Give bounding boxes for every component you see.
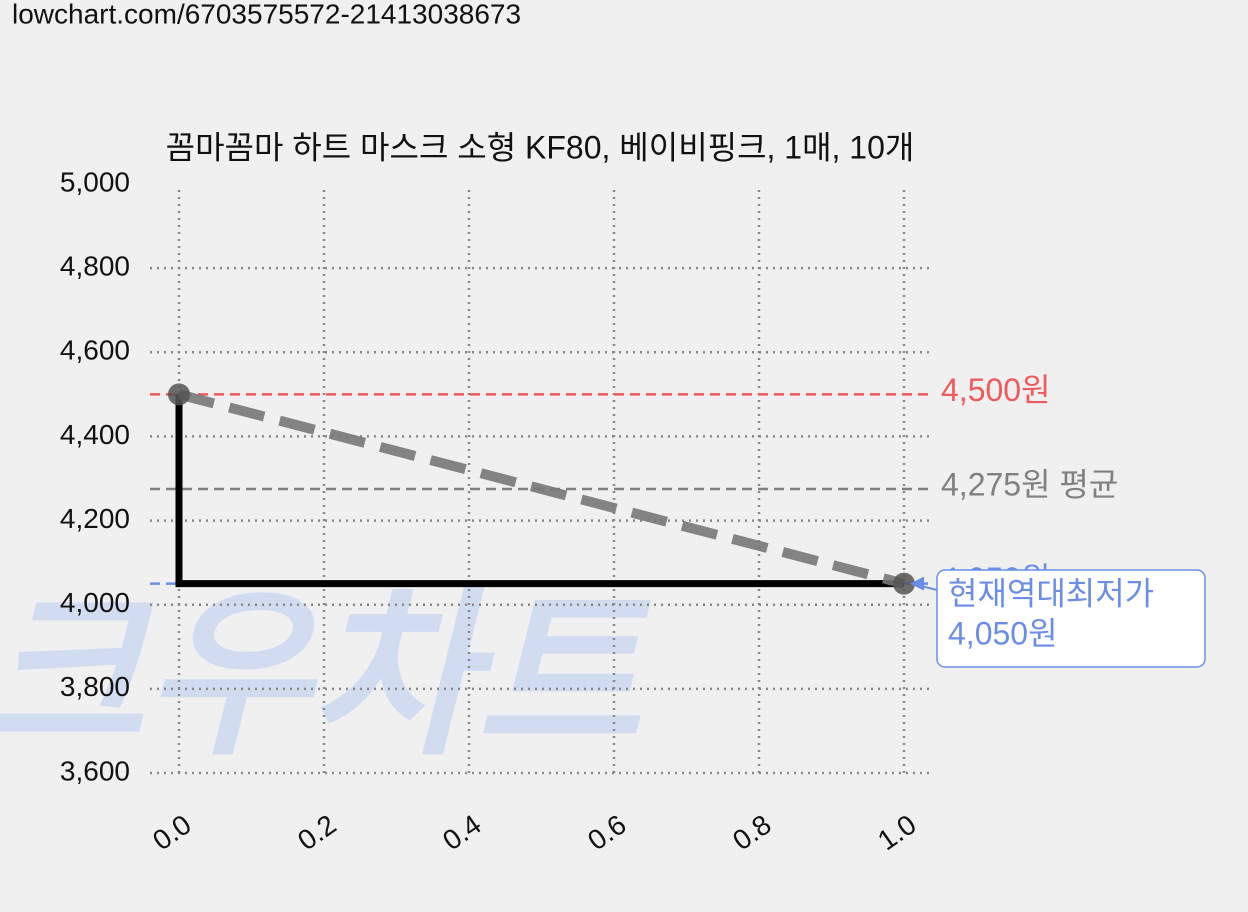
reference-label: 4,500원	[941, 372, 1051, 408]
x-tick-label: 1.0	[872, 809, 922, 857]
y-tick-label: 3,600	[60, 755, 130, 786]
x-tick-label: 0.6	[582, 809, 632, 857]
url: lowchart.com/6703575572-21413038673	[12, 0, 521, 29]
point	[168, 383, 190, 406]
point	[893, 572, 915, 595]
x-tick-label: 0.4	[437, 809, 487, 857]
series-line	[175, 394, 904, 588]
y-tick-label: 4,600	[60, 335, 130, 366]
annotation-arrowhead	[910, 576, 924, 591]
watermark: 크우차트	[0, 576, 652, 777]
y-tick-label: 4,400	[60, 419, 130, 450]
annotation-text: 현재역대최저가	[948, 575, 1154, 611]
annotation-text: 4,050원	[948, 615, 1058, 651]
chart-title: 꼼마꼼마 하트 마스크 소형 KF80, 베이비핑크, 1매, 10개	[166, 129, 915, 165]
x-tick-label: 0.8	[727, 809, 777, 857]
y-tick-label: 3,800	[60, 671, 130, 702]
y-tick-label: 4,200	[60, 503, 130, 534]
reference-label: 4,275원 평균	[941, 466, 1118, 502]
x-tick-label: 0.2	[292, 809, 342, 857]
annotation-box	[936, 569, 1206, 668]
y-tick-label: 4,000	[60, 587, 130, 618]
x-tick-label: 0.0	[147, 809, 197, 857]
y-tick-label: 5,000	[60, 166, 130, 197]
y-tick-label: 4,800	[60, 251, 130, 282]
series-line	[177, 389, 906, 589]
